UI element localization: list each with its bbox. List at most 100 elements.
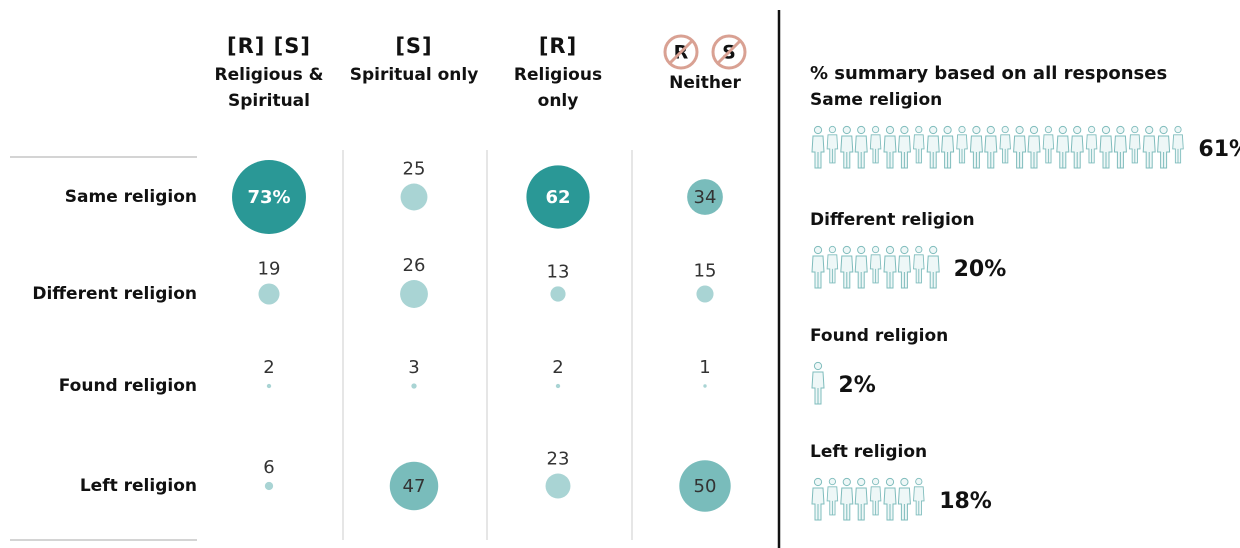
person-icon — [869, 125, 882, 164]
person-head — [1029, 125, 1039, 135]
value-label: 2% — [838, 373, 875, 398]
bubble — [703, 384, 707, 388]
person-body — [840, 487, 854, 521]
person-body — [1042, 134, 1055, 164]
person-body — [854, 487, 868, 521]
person-icon — [840, 245, 854, 289]
person-icon — [1129, 125, 1141, 164]
person-icon — [811, 477, 825, 521]
person-icon — [1157, 125, 1171, 169]
person-icon — [926, 125, 940, 169]
person-head — [972, 125, 981, 135]
pictogram — [811, 361, 825, 405]
bubble — [411, 383, 417, 389]
person-icon — [1172, 125, 1184, 164]
column-code: [S] — [395, 34, 433, 58]
person-icon — [999, 125, 1011, 164]
person-head — [915, 477, 923, 486]
person-head — [1131, 125, 1139, 134]
person-head — [929, 125, 938, 135]
person-icon — [811, 361, 825, 405]
value-label: 2 — [552, 357, 563, 378]
value-label: 6 — [263, 457, 274, 478]
column-label: Religious & Spiritual — [214, 65, 324, 111]
person-head — [943, 125, 952, 135]
person-head — [842, 477, 851, 487]
category-label: Same religion — [810, 90, 942, 110]
person-body — [897, 255, 911, 289]
person-head — [958, 125, 966, 134]
person-head — [900, 477, 909, 487]
person-head — [1058, 125, 1067, 135]
bubble — [232, 160, 306, 234]
person-icon — [984, 125, 998, 169]
person-icon — [883, 477, 897, 521]
column-label: Neither — [669, 73, 741, 93]
person-body — [854, 135, 868, 169]
person-icon — [1013, 125, 1027, 169]
person-icon — [883, 125, 897, 169]
column-header: [R] [S] Religious & Spiritual — [203, 34, 335, 114]
person-icon — [826, 125, 839, 164]
person-body — [826, 254, 839, 284]
value-label: 47 — [403, 476, 426, 497]
person-body — [854, 255, 868, 289]
person-body — [869, 486, 882, 516]
person-body — [913, 486, 925, 516]
person-head — [857, 245, 866, 255]
bubble — [400, 280, 428, 308]
row-label: Left religion — [80, 476, 197, 496]
person-body — [1085, 134, 1098, 164]
person-head — [871, 125, 880, 134]
person-body — [869, 134, 882, 164]
value-label: 19 — [258, 258, 281, 279]
person-icon — [854, 477, 868, 521]
person-icon — [869, 245, 882, 284]
person-body — [926, 135, 940, 169]
bubble — [258, 283, 280, 305]
person-head — [1087, 125, 1096, 134]
person-head — [857, 125, 866, 135]
person-icon — [811, 245, 825, 289]
person-head — [1174, 125, 1182, 134]
person-icon — [883, 245, 897, 289]
column-code: [R] — [538, 34, 578, 58]
value-label: 2 — [263, 357, 274, 378]
person-body — [883, 135, 897, 169]
person-body — [913, 134, 925, 164]
cross-line — [668, 39, 694, 65]
pictogram — [811, 477, 925, 521]
person-body — [840, 255, 854, 289]
person-body — [826, 486, 839, 516]
person-body — [1070, 135, 1084, 169]
person-head — [929, 245, 938, 255]
bubble — [555, 383, 561, 389]
bubble — [264, 481, 274, 491]
person-head — [857, 477, 866, 487]
person-head — [828, 125, 837, 134]
person-icon — [897, 477, 911, 521]
value-label: 26 — [403, 255, 426, 276]
value-label: 1 — [699, 357, 710, 378]
person-head — [1159, 125, 1168, 135]
person-head — [842, 125, 851, 135]
person-icon — [1042, 125, 1055, 164]
summary-title: % summary based on all responses — [810, 63, 1167, 84]
person-body — [926, 255, 940, 289]
person-body — [883, 255, 897, 289]
person-icon — [956, 125, 968, 164]
person-icon — [1056, 125, 1070, 169]
column-header: [R] Religious only — [492, 34, 624, 114]
row-label: Found religion — [59, 376, 197, 396]
person-body — [811, 487, 825, 521]
bubble — [687, 179, 723, 215]
value-label: 13 — [547, 261, 570, 282]
person-body — [969, 135, 983, 169]
person-body — [1027, 135, 1041, 169]
person-icon — [913, 477, 925, 516]
bubble — [389, 461, 439, 511]
bubble — [526, 165, 590, 229]
person-head — [1001, 125, 1009, 134]
person-head — [1073, 125, 1082, 135]
person-body — [956, 134, 968, 164]
